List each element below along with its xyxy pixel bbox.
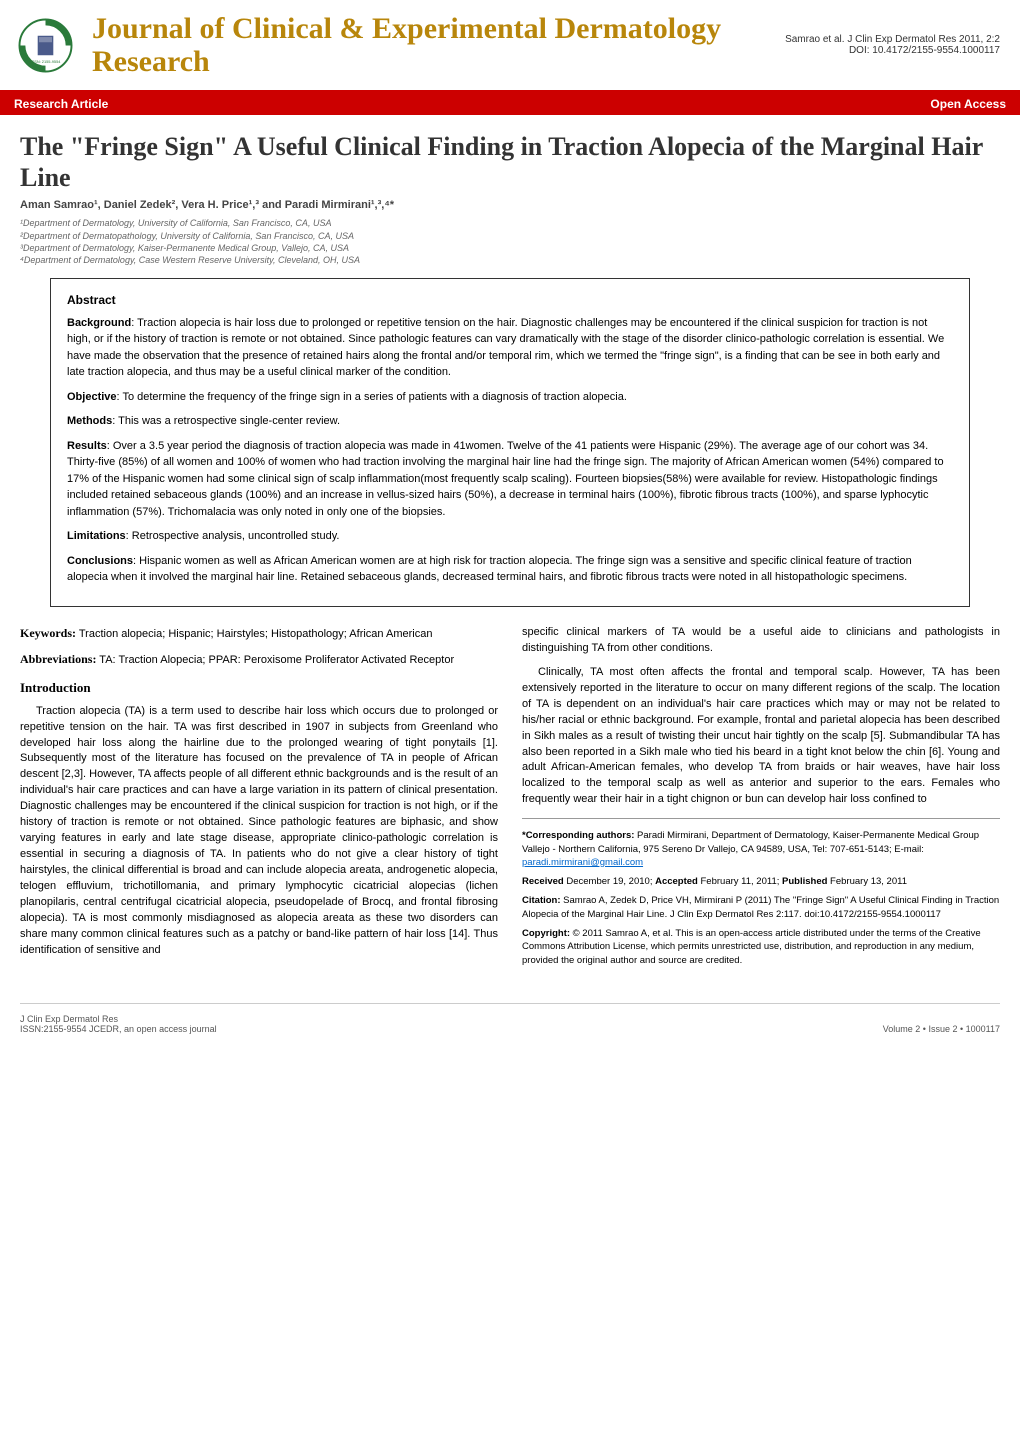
keywords-label: Keywords:	[20, 626, 76, 640]
footer-left: J Clin Exp Dermatol Res ISSN:2155-9554 J…	[20, 1014, 217, 1034]
copyright-label: Copyright:	[522, 928, 570, 939]
copyright-block: Copyright: © 2011 Samrao A, et al. This …	[522, 927, 1000, 967]
citation-text: Samrao A, Zedek D, Price VH, Mirmirani P…	[522, 895, 999, 919]
journal-logo: ISSN: 2155-9554	[10, 10, 80, 80]
abstract-limitations-text: : Retrospective analysis, uncontrolled s…	[126, 530, 340, 542]
abstract-results-text: : Over a 3.5 year period the diagnosis o…	[67, 440, 944, 518]
published-text: February 13, 2011	[827, 876, 907, 887]
abstract-conclusions-text: : Hispanic women as well as African Amer…	[67, 555, 912, 584]
col2-paragraph-2: Clinically, TA most often affects the fr…	[522, 665, 1000, 808]
left-column: Keywords: Traction alopecia; Hispanic; H…	[20, 625, 498, 973]
received-text: December 19, 2010;	[564, 876, 655, 887]
article-type: Research Article	[14, 97, 108, 111]
citation-label: Citation:	[522, 895, 561, 906]
abstract-objective-label: Objective	[67, 391, 117, 403]
abbreviations-text: TA: Traction Alopecia; PPAR: Peroxisome …	[96, 654, 454, 666]
affiliation: ¹Department of Dermatology, University o…	[20, 217, 1000, 229]
open-access-label: Open Access	[930, 97, 1006, 111]
ribbon-bar: Research Article Open Access	[0, 93, 1020, 115]
abstract-objective-text: : To determine the frequency of the frin…	[117, 391, 627, 403]
affiliation: ⁴Department of Dermatology, Case Western…	[20, 254, 1000, 266]
correspondence-block: *Corresponding authors: Paradi Mirmirani…	[522, 829, 1000, 967]
accepted-label: Accepted	[655, 876, 698, 887]
intro-paragraph-1: Traction alopecia (TA) is a term used to…	[20, 704, 498, 959]
header-citation: Samrao et al. J Clin Exp Dermatol Res 20…	[785, 34, 1000, 56]
journal-header: ISSN: 2155-9554 Journal of Clinical & Ex…	[0, 0, 1020, 93]
abstract-results-label: Results	[67, 440, 107, 452]
corresponding-label: *Corresponding authors:	[522, 830, 634, 841]
abstract-background-label: Background	[67, 317, 131, 329]
divider	[522, 818, 1000, 819]
abstract-methods-text: : This was a retrospective single-center…	[112, 415, 340, 427]
right-column: specific clinical markers of TA would be…	[522, 625, 1000, 973]
abstract-conclusions: Conclusions: Hispanic women as well as A…	[67, 553, 953, 586]
abstract-methods: Methods: This was a retrospective single…	[67, 413, 953, 430]
abstract-limitations-label: Limitations	[67, 530, 126, 542]
keywords-text: Traction alopecia; Hispanic; Hairstyles;…	[76, 628, 432, 640]
body-columns: Keywords: Traction alopecia; Hispanic; H…	[20, 625, 1000, 973]
published-label: Published	[782, 876, 827, 887]
abstract-heading: Abstract	[67, 291, 953, 309]
abstract-results: Results: Over a 3.5 year period the diag…	[67, 438, 953, 521]
corresponding-author: *Corresponding authors: Paradi Mirmirani…	[522, 829, 1000, 869]
corresponding-email-link[interactable]: paradi.mirmirani@gmail.com	[522, 857, 643, 868]
page-footer: J Clin Exp Dermatol Res ISSN:2155-9554 J…	[20, 1003, 1000, 1034]
accepted-text: February 11, 2011;	[698, 876, 782, 887]
citation-line-1: Samrao et al. J Clin Exp Dermatol Res 20…	[785, 34, 1000, 45]
affiliation: ³Department of Dermatology, Kaiser-Perma…	[20, 242, 1000, 254]
received-label: Received	[522, 876, 564, 887]
abstract-background: Background: Traction alopecia is hair lo…	[67, 315, 953, 381]
abbreviations-section: Abbreviations: TA: Traction Alopecia; PP…	[20, 651, 498, 669]
affiliation-list: ¹Department of Dermatology, University o…	[20, 217, 1000, 266]
footer-issn: ISSN:2155-9554 JCEDR, an open access jou…	[20, 1024, 217, 1034]
svg-text:ISSN: 2155-9554: ISSN: 2155-9554	[30, 59, 61, 64]
journal-name: Journal of Clinical & Experimental Derma…	[92, 12, 785, 78]
dates-line: Received December 19, 2010; Accepted Feb…	[522, 875, 1000, 888]
article-title: The "Fringe Sign" A Useful Clinical Find…	[20, 131, 1000, 193]
footer-volume: Volume 2 • Issue 2 • 1000117	[883, 1024, 1000, 1034]
citation-block: Citation: Samrao A, Zedek D, Price VH, M…	[522, 894, 1000, 921]
citation-line-2: DOI: 10.4172/2155-9554.1000117	[785, 45, 1000, 56]
author-list: Aman Samrao¹, Daniel Zedek², Vera H. Pri…	[20, 199, 1000, 211]
col2-paragraph-1: specific clinical markers of TA would be…	[522, 625, 1000, 657]
abstract-objective: Objective: To determine the frequency of…	[67, 389, 953, 406]
abstract-box: Abstract Background: Traction alopecia i…	[50, 278, 970, 607]
abbreviations-label: Abbreviations:	[20, 652, 96, 666]
introduction-heading: Introduction	[20, 679, 498, 698]
abstract-background-text: : Traction alopecia is hair loss due to …	[67, 317, 944, 379]
affiliation: ²Department of Dermatopathology, Univers…	[20, 230, 1000, 242]
copyright-text: © 2011 Samrao A, et al. This is an open-…	[522, 928, 981, 966]
footer-journal-abbrev: J Clin Exp Dermatol Res	[20, 1014, 217, 1024]
abstract-conclusions-label: Conclusions	[67, 555, 133, 567]
abstract-methods-label: Methods	[67, 415, 112, 427]
abstract-limitations: Limitations: Retrospective analysis, unc…	[67, 528, 953, 545]
keywords-section: Keywords: Traction alopecia; Hispanic; H…	[20, 625, 498, 643]
